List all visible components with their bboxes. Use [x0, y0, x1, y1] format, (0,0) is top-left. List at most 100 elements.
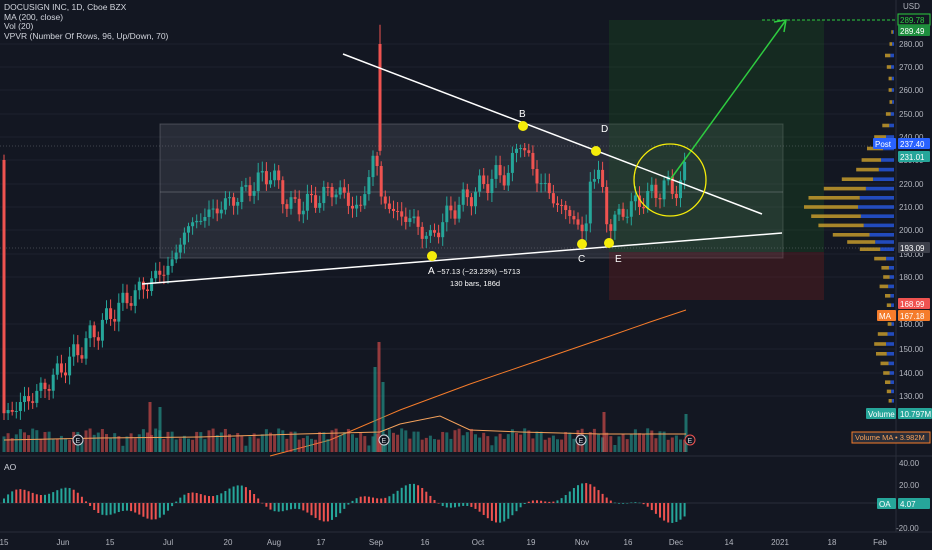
price-tick-9: 190.00 [899, 250, 924, 259]
volume-bar-130 [535, 431, 539, 452]
ao-bar-40 [167, 503, 169, 511]
time-tick-17: Feb [873, 538, 887, 547]
measure-text: −57.13 (−23.23%) −5713 [437, 267, 520, 276]
candle-body-86 [355, 204, 359, 209]
volume-bar-77 [318, 431, 322, 452]
volume-bar-126 [519, 434, 523, 452]
candle-body-8 [35, 390, 39, 403]
target-badge-bg [898, 14, 930, 25]
volume-bar-74 [305, 435, 309, 452]
ao-legend[interactable]: AO [4, 462, 17, 472]
ao-bar-48 [199, 494, 202, 503]
volume-bar-61 [252, 433, 256, 452]
candle-body-43 [178, 244, 182, 253]
volume-label-badge: Volume [868, 410, 895, 419]
ao-bar-30 [126, 503, 128, 511]
volume-bar-123 [506, 434, 510, 452]
candle-body-87 [359, 204, 363, 206]
candle-body-152 [625, 216, 629, 218]
volume-bar-102 [420, 439, 424, 452]
vpvr-bar-up-25 [883, 275, 890, 279]
ao-bar-140 [577, 485, 579, 503]
candle-body-134 [551, 193, 555, 204]
volume-bar-57 [236, 433, 240, 452]
ao-bar-53 [220, 493, 223, 503]
volume-bar-111 [457, 428, 461, 452]
volume-bar-27 [113, 433, 117, 452]
volume-bar-79 [326, 439, 330, 452]
ao-bar-158 [650, 503, 653, 511]
volume-bar-148 [609, 436, 613, 452]
candle-body-159 [654, 184, 658, 198]
vpvr-bar-up-24 [881, 266, 889, 270]
candle-body-75 [310, 193, 313, 196]
vpvr-bar-down-21 [875, 240, 894, 244]
candle-body-123 [506, 172, 510, 186]
candle-body-47 [195, 220, 199, 223]
candle-body-58 [240, 186, 244, 202]
candle-body-28 [117, 302, 121, 322]
ao-bar-47 [195, 492, 198, 503]
ao-bar-166 [683, 503, 686, 517]
candle-body-165 [679, 180, 682, 199]
ao-bar-80 [331, 503, 333, 520]
ma-label-badge: MA [879, 312, 892, 321]
candle-body-133 [547, 182, 551, 194]
ao-bar-76 [314, 503, 317, 518]
candle-body-125 [515, 148, 518, 153]
volume-bar-28 [117, 436, 121, 452]
legend-title[interactable]: DOCUSIGN INC, 1D, Cboe BZX [4, 2, 127, 12]
candle-body-45 [187, 226, 190, 233]
marker-label-E: E [615, 254, 622, 265]
legend-vpvr[interactable]: VPVR (Number Of Rows, 96, Up/Down, 70) [4, 30, 169, 41]
candle-body-117 [482, 175, 486, 185]
price-tick-10: 180.00 [899, 273, 924, 282]
volume-bar-54 [223, 428, 227, 452]
candle-body-36 [150, 278, 154, 292]
ao-bar-27 [113, 503, 116, 514]
ao-bar-31 [130, 503, 133, 512]
time-tick-5: Aug [267, 538, 281, 547]
candle-body-141 [580, 224, 584, 232]
candle-body-69 [285, 204, 289, 209]
volume-bar-132 [543, 439, 547, 452]
last-price-badge-bg [898, 151, 930, 162]
target2-badge: 289.49 [900, 27, 925, 36]
volume-bar-108 [445, 432, 449, 452]
volume-label-badge-bg [866, 408, 896, 419]
volume-bar-89 [367, 445, 371, 452]
candle-body-138 [568, 210, 572, 217]
ao-bar-103 [425, 491, 428, 503]
volume-bar-117 [482, 432, 486, 452]
ao-bar-43 [179, 497, 182, 503]
ao-bar-41 [171, 503, 174, 507]
legend-ma[interactable]: MA (200, close) [4, 11, 64, 22]
ao-bar-116 [478, 503, 481, 512]
volume-bar-11 [47, 431, 51, 452]
volume-bar-26 [109, 438, 113, 452]
volume-bar-7 [31, 428, 35, 452]
volume-bar-135 [556, 439, 559, 452]
volume-bar-113 [465, 432, 469, 452]
volume-value-badge-bg [898, 408, 932, 419]
vpvr-bar-up-26 [879, 284, 889, 289]
ao-bar-66 [273, 503, 276, 512]
candle-body-111 [457, 204, 461, 219]
candle-body-64 [264, 171, 268, 185]
time-tick-14: 14 [725, 538, 734, 547]
volume-value-badge: 10.797M [900, 410, 931, 419]
ao-bar-25 [105, 503, 108, 516]
volume-bar-155 [638, 433, 641, 452]
earnings-marker-e3 [575, 434, 587, 446]
ao-bar-61 [253, 494, 256, 503]
ao-bar-0 [3, 498, 5, 503]
candle-body-149 [613, 214, 617, 231]
volume-bar-150 [617, 436, 621, 452]
ao-bar-22 [93, 503, 96, 511]
measure-bars-text: 130 bars, 186d [450, 279, 500, 288]
legend-vol[interactable]: Vol (20) [4, 21, 34, 32]
volume-bar-128 [527, 430, 531, 452]
candle-body-70 [289, 197, 293, 209]
ao-bar-113 [466, 503, 469, 506]
